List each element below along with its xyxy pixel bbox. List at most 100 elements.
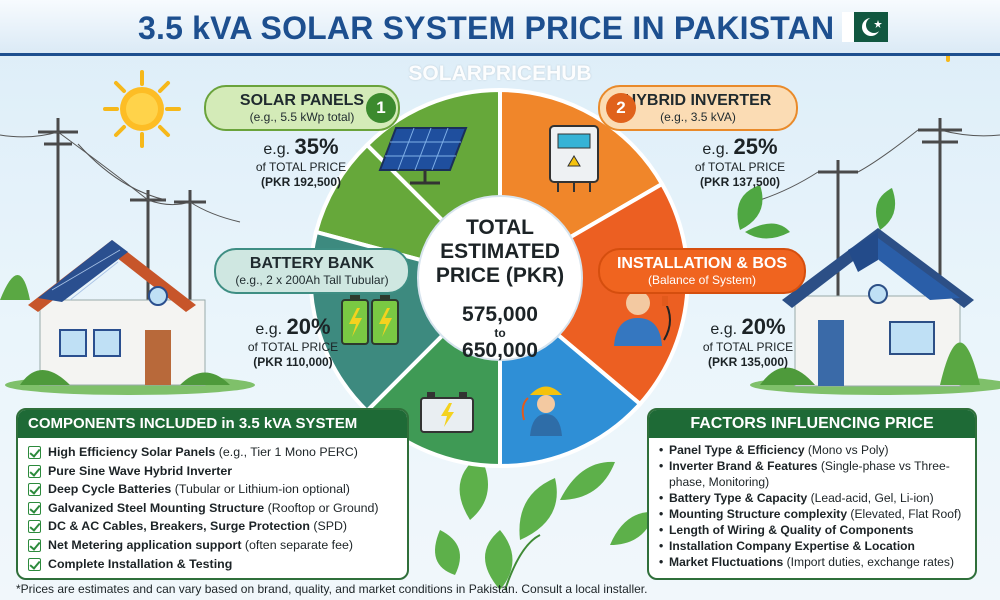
- price-high: 650,000: [462, 339, 538, 362]
- title-bar: 3.5 kVA SOLAR SYSTEM PRICE IN PAKISTAN: [0, 0, 1000, 56]
- list-item: Inverter Brand & Features (Single-phase …: [659, 458, 969, 490]
- list-item: Market Fluctuations (Import duties, exch…: [659, 554, 969, 570]
- house-right-icon: [750, 228, 1000, 395]
- leaves-icon-top-right: [737, 185, 896, 239]
- battery-bank-share: e.g. 20% of TOTAL PRICE (PKR 110,000): [218, 314, 368, 370]
- footnote: *Prices are estimates and can vary based…: [16, 582, 648, 596]
- list-item: Panel Type & Efficiency (Mono vs Poly): [659, 442, 969, 458]
- center-title-line-1: TOTAL: [465, 216, 535, 239]
- item-detail-text: (Rooftop or Ground): [264, 500, 379, 515]
- checkbox-icon: [28, 538, 41, 552]
- battery-bank-label: BATTERY BANK (e.g., 2 x 200Ah Tall Tubul…: [214, 248, 410, 294]
- inverter-amount: (PKR 137,500): [699, 175, 781, 189]
- factors-influencing-price-box: FACTORS INFLUENCING PRICE Panel Type & E…: [647, 408, 977, 580]
- battery-icon: [341, 295, 399, 345]
- sun-icon-left: [103, 70, 181, 148]
- solar-panels-share: e.g. 35% of TOTAL PRICE (PKR 192,500): [226, 134, 376, 190]
- item-bold-text: Installation Company Expertise & Locatio…: [669, 539, 915, 553]
- battery-amount: (PKR 110,000): [253, 355, 333, 369]
- list-item: Net Metering application support (often …: [28, 536, 399, 555]
- item-bold-text: Pure Sine Wave Hybrid Inverter: [48, 463, 233, 478]
- list-item: Battery Type & Capacity (Lead-acid, Gel,…: [659, 490, 969, 506]
- list-item: Mounting Structure complexity (Elevated,…: [659, 506, 969, 522]
- solar-eg: e.g.: [263, 141, 291, 158]
- list-item: Installation Company Expertise & Locatio…: [659, 538, 969, 554]
- battery-of-total: of TOTAL PRICE: [247, 340, 339, 354]
- checkbox-icon: [28, 557, 41, 571]
- house-left-icon: [0, 240, 255, 395]
- item-bold-text: Battery Type & Capacity: [669, 491, 808, 505]
- total-price-range: 575,000 to 650,000: [430, 304, 570, 362]
- install-percent: 20%: [741, 314, 786, 339]
- item-detail-text: (Tubular or Lithium-ion optional): [171, 482, 350, 497]
- inverter-icon: [549, 125, 599, 192]
- item-detail-text: (SPD): [309, 519, 348, 534]
- checkbox-icon: [28, 483, 41, 497]
- center-title-line-3: PRICE (PKR): [435, 264, 565, 287]
- hybrid-inverter-share: e.g. 25% of TOTAL PRICE (PKR 137,500): [660, 134, 820, 190]
- checkbox-icon: [28, 501, 41, 515]
- price-low: 575,000: [462, 303, 538, 326]
- installation-bos-title: INSTALLATION & BOS: [616, 255, 788, 272]
- total-estimated-price-heading: TOTAL ESTIMATED PRICE (PKR): [430, 216, 570, 288]
- install-of-total: of TOTAL PRICE: [702, 340, 794, 354]
- solar-panel-icon: [378, 127, 468, 185]
- battery-percent: 20%: [286, 314, 331, 339]
- solar-panels-title: SOLAR PANELS: [239, 92, 365, 109]
- item-bold-text: Inverter Brand & Features: [669, 459, 818, 473]
- battery-eg: e.g.: [255, 321, 283, 338]
- electrician-icon: [521, 386, 562, 436]
- item-detail-text: (Mono vs Poly): [804, 443, 889, 457]
- solar-amount: (PKR 192,500): [260, 175, 342, 189]
- item-detail-text: (Elevated, Flat Roof): [847, 507, 962, 521]
- checkbox-icon: [28, 464, 41, 478]
- item-detail-text: (e.g., Tier 1 Mono PERC): [215, 445, 358, 459]
- install-eg: e.g.: [710, 321, 738, 338]
- list-item: Galvanized Steel Mounting Structure (Roo…: [28, 499, 399, 518]
- list-item: Pure Sine Wave Hybrid Inverter: [28, 462, 399, 481]
- item-detail-text: (Lead-acid, Gel, Li-ion): [807, 491, 934, 505]
- item-bold-text: Panel Type & Efficiency: [669, 443, 805, 457]
- installation-bos-label: INSTALLATION & BOS (Balance of System): [598, 248, 806, 294]
- page-title: 3.5 kVA SOLAR SYSTEM PRICE IN PAKISTAN: [138, 10, 835, 46]
- pakistan-flag-icon: [842, 12, 888, 42]
- checkbox-icon: [28, 446, 41, 459]
- components-list: High Efficiency Solar Panels (e.g., Tier…: [18, 438, 407, 573]
- inverter-eg: e.g.: [702, 141, 730, 158]
- hybrid-inverter-title: HYBRID INVERTER: [624, 92, 772, 109]
- item-bold-text: Market Fluctuations: [669, 555, 784, 569]
- item-bold-text: Deep Cycle Batteries: [48, 482, 172, 497]
- car-battery-icon: [420, 392, 474, 433]
- list-item: High Efficiency Solar Panels (e.g., Tier…: [28, 443, 399, 462]
- item-detail-text: (Import duties, exchange rates): [783, 555, 954, 569]
- checkbox-icon: [28, 520, 41, 534]
- item-bold-text: Galvanized Steel Mounting Structure: [48, 500, 265, 515]
- installation-bos-share: e.g. 20% of TOTAL PRICE (PKR 135,000): [668, 314, 828, 370]
- hybrid-inverter-label: HYBRID INVERTER (e.g., 3.5 kVA): [598, 85, 798, 131]
- price-to: to: [494, 326, 506, 340]
- hybrid-inverter-subtitle: (e.g., 3.5 kVA): [660, 110, 736, 124]
- solar-panels-label: SOLAR PANELS (e.g., 5.5 kWp total): [204, 85, 400, 131]
- factors-list: Panel Type & Efficiency (Mono vs Poly) I…: [649, 438, 975, 570]
- item-bold-text: Net Metering application support: [48, 537, 242, 552]
- factors-heading: FACTORS INFLUENCING PRICE: [649, 410, 975, 438]
- center-circle: [417, 195, 583, 361]
- item-bold-text: DC & AC Cables, Breakers, Surge Protecti…: [48, 519, 310, 534]
- leaves-icon-bottom: [435, 455, 655, 591]
- install-amount: (PKR 135,000): [707, 355, 789, 369]
- item-detail-text: (Single-phase vs Three-phase, Monitoring…: [669, 459, 950, 489]
- step-badge-1: 1: [366, 93, 396, 123]
- item-bold-text: Length of Wiring & Quality of Components: [669, 523, 914, 537]
- battery-bank-title: BATTERY BANK: [249, 255, 375, 272]
- watermark: SOLARPRICEHUB: [408, 62, 592, 85]
- battery-bank-subtitle: (e.g., 2 x 200Ah Tall Tubular): [235, 273, 389, 287]
- power-pole-left-icon: [38, 118, 206, 300]
- components-included-box: COMPONENTS INCLUDED in 3.5 kVA SYSTEM Hi…: [16, 408, 409, 580]
- inverter-of-total: of TOTAL PRICE: [694, 160, 786, 174]
- solar-percent: 35%: [294, 134, 339, 159]
- item-bold-text: Mounting Structure complexity: [669, 507, 848, 521]
- list-item: Length of Wiring & Quality of Components: [659, 522, 969, 538]
- components-heading: COMPONENTS INCLUDED in 3.5 kVA SYSTEM: [18, 410, 407, 438]
- center-title-line-2: ESTIMATED: [440, 240, 560, 263]
